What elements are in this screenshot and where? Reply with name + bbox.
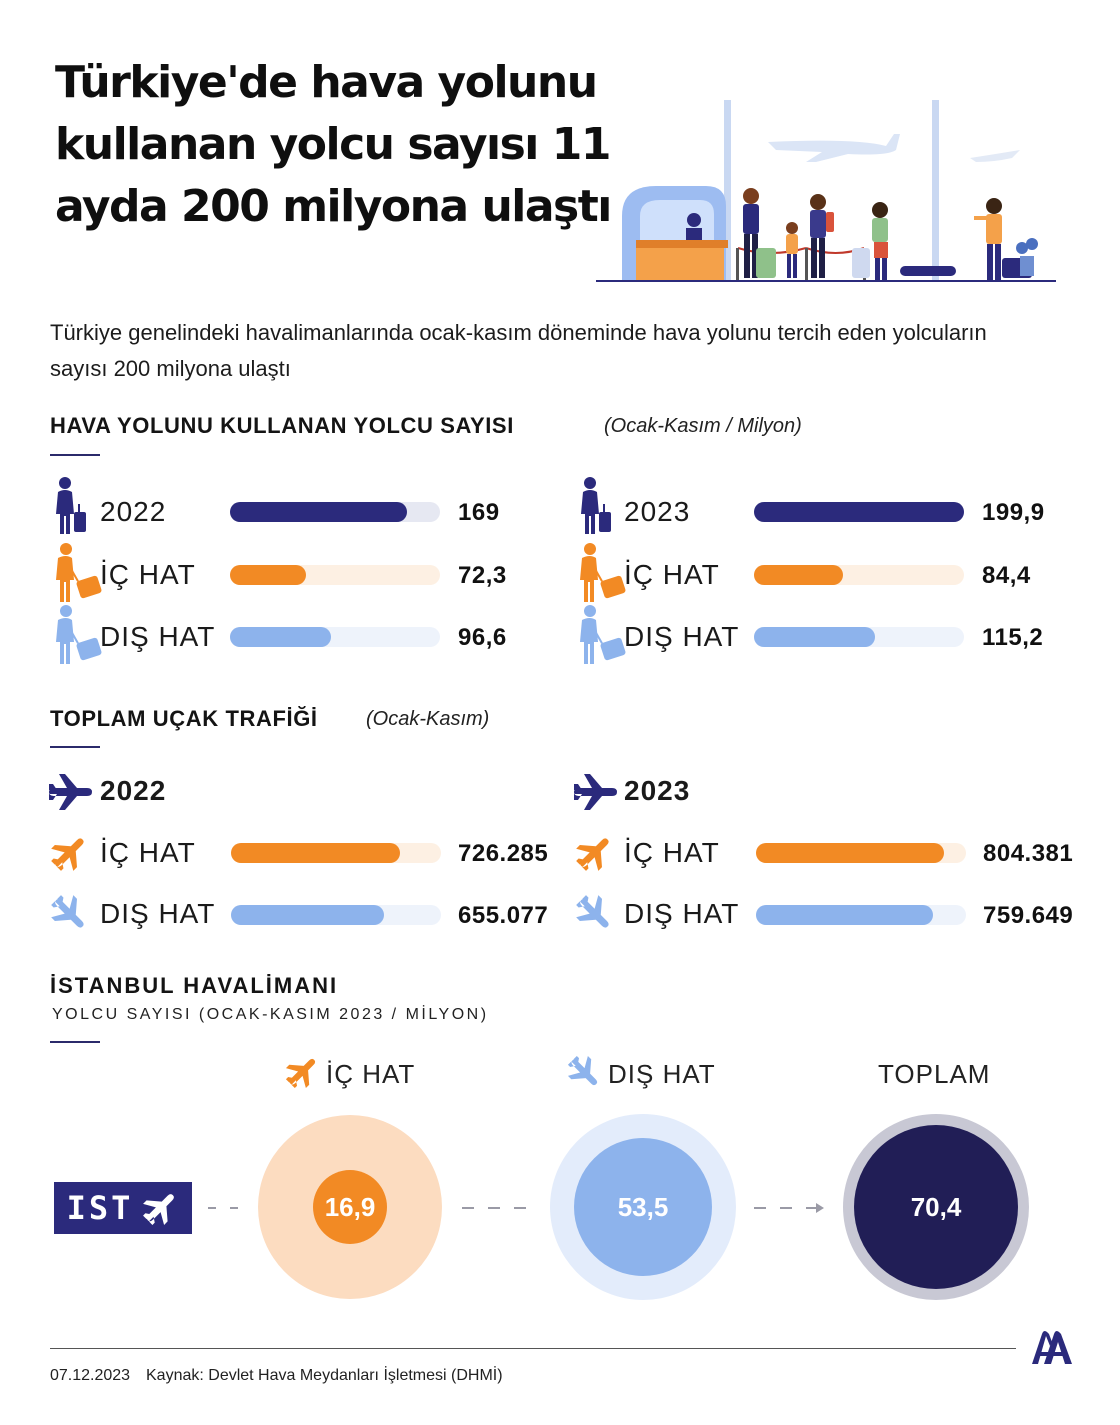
bar-track [754,502,964,522]
passengers-2023-international-label: DIŞ HAT [624,621,740,652]
airport-code: IST [66,1189,134,1227]
bar-fill [230,565,306,585]
person-with-luggage-icon [48,604,104,666]
bubble-mark [574,1138,712,1276]
passengers-2023-year-label: 2023 [624,496,691,527]
international-circle [550,1114,736,1300]
passengers-2022-international-label: DIŞ HAT [100,621,216,652]
bar-value-label: 72,3 [458,562,507,589]
traffic-2022-domestic-label: İÇ HAT [100,837,196,868]
section-divider [50,1041,100,1043]
airplane-icon [49,833,89,873]
page-title: Türkiye'de hava yolunu kullanan yolcu sa… [55,57,612,232]
footer-source: Kaynak: Devlet Hava Meydanları İşletmesi… [146,1367,503,1384]
person-with-luggage-icon [572,604,628,666]
bar-track [230,502,440,522]
bar-fill [756,843,944,863]
domestic-circle [258,1115,442,1299]
bar-track [756,905,966,925]
airplane-icon [284,1054,320,1090]
traveler-icon [50,476,90,536]
domestic-column-label: İÇ HAT [326,1059,416,1089]
istanbul-section-title: İSTANBUL HAVALİMANI [50,973,339,998]
person-with-luggage-icon [572,542,628,604]
passengers-section-note: (Ocak-Kasım / Milyon) [604,415,802,437]
bubble-value-label: 53,5 [617,1192,669,1222]
bar-fill [754,502,964,522]
traffic-2022-international-label: DIŞ HAT [100,898,216,929]
traffic-section-title: TOPLAM UÇAK TRAFİĞİ [50,706,318,731]
airplane-icon [574,833,614,873]
person-with-luggage-icon [48,542,104,604]
bar-value-label: 804.381 [983,840,1074,867]
airplane-icon [49,893,89,933]
total-column-label: TOPLAM [878,1059,991,1089]
bar-fill [230,502,408,522]
bar-track [230,565,440,585]
footer-divider [50,1348,1016,1349]
bubble-mark [313,1170,387,1244]
bar-value-label: 84,4 [982,562,1031,589]
traveler-icon [575,476,615,536]
istanbul-section-subtitle: YOLCU SAYISI (OCAK-KASIM 2023 / MİLYON) [52,1006,489,1023]
bar-fill [231,843,401,863]
bar-fill [231,905,384,925]
bar-track [754,565,964,585]
airplane-icon [572,771,618,813]
aa-logo [1030,1326,1074,1366]
airplane-icon [574,893,614,933]
airplane-icon [143,1194,175,1225]
passengers-section-title: HAVA YOLUNU KULLANAN YOLCU SAYISI [50,413,514,438]
traffic-2022-year-label: 2022 [100,775,167,806]
bar-value-label: 169 [458,499,500,526]
passengers-2023-domestic-label: İÇ HAT [624,559,720,590]
bar-track [231,843,441,863]
bar-value-label: 199,9 [982,499,1045,526]
bar-track [756,843,966,863]
page-subtitle: Türkiye genelindeki havalimanlarında oca… [50,320,987,381]
ist-airport-badge: IST [54,1182,192,1234]
bar-fill [230,627,332,647]
traffic-2023-domestic-label: İÇ HAT [624,837,720,868]
passengers-2022-year-label: 2022 [100,496,167,527]
traffic-2023-year-label: 2023 [624,775,691,806]
bar-value-label: 759.649 [983,902,1074,929]
airplane-icon [47,771,93,813]
bubble-mark [854,1125,1018,1289]
traffic-2023-international-label: DIŞ HAT [624,898,740,929]
airplane-icon [566,1054,602,1090]
bar-fill [754,565,843,585]
connector-lines [208,1203,824,1213]
section-divider [50,454,100,456]
bubble-value-label: 16,9 [324,1192,376,1222]
bubble-value-label: 70,4 [910,1192,962,1222]
bar-track [231,905,441,925]
bar-fill [756,905,934,925]
bar-track [230,627,440,647]
passengers-2022-domestic-label: İÇ HAT [100,559,196,590]
bar-value-label: 655.077 [458,902,549,929]
bar-fill [754,627,875,647]
bar-value-label: 726.285 [458,840,549,867]
bar-track [754,627,964,647]
international-column-label: DIŞ HAT [608,1059,716,1089]
total-circle [843,1114,1029,1300]
traffic-section-note: (Ocak-Kasım) [366,708,490,730]
section-divider [50,746,100,748]
bar-value-label: 96,6 [458,624,507,651]
bar-value-label: 115,2 [982,624,1044,651]
airport-illustration [596,98,1056,284]
footer-date: 07.12.2023 [50,1367,131,1384]
